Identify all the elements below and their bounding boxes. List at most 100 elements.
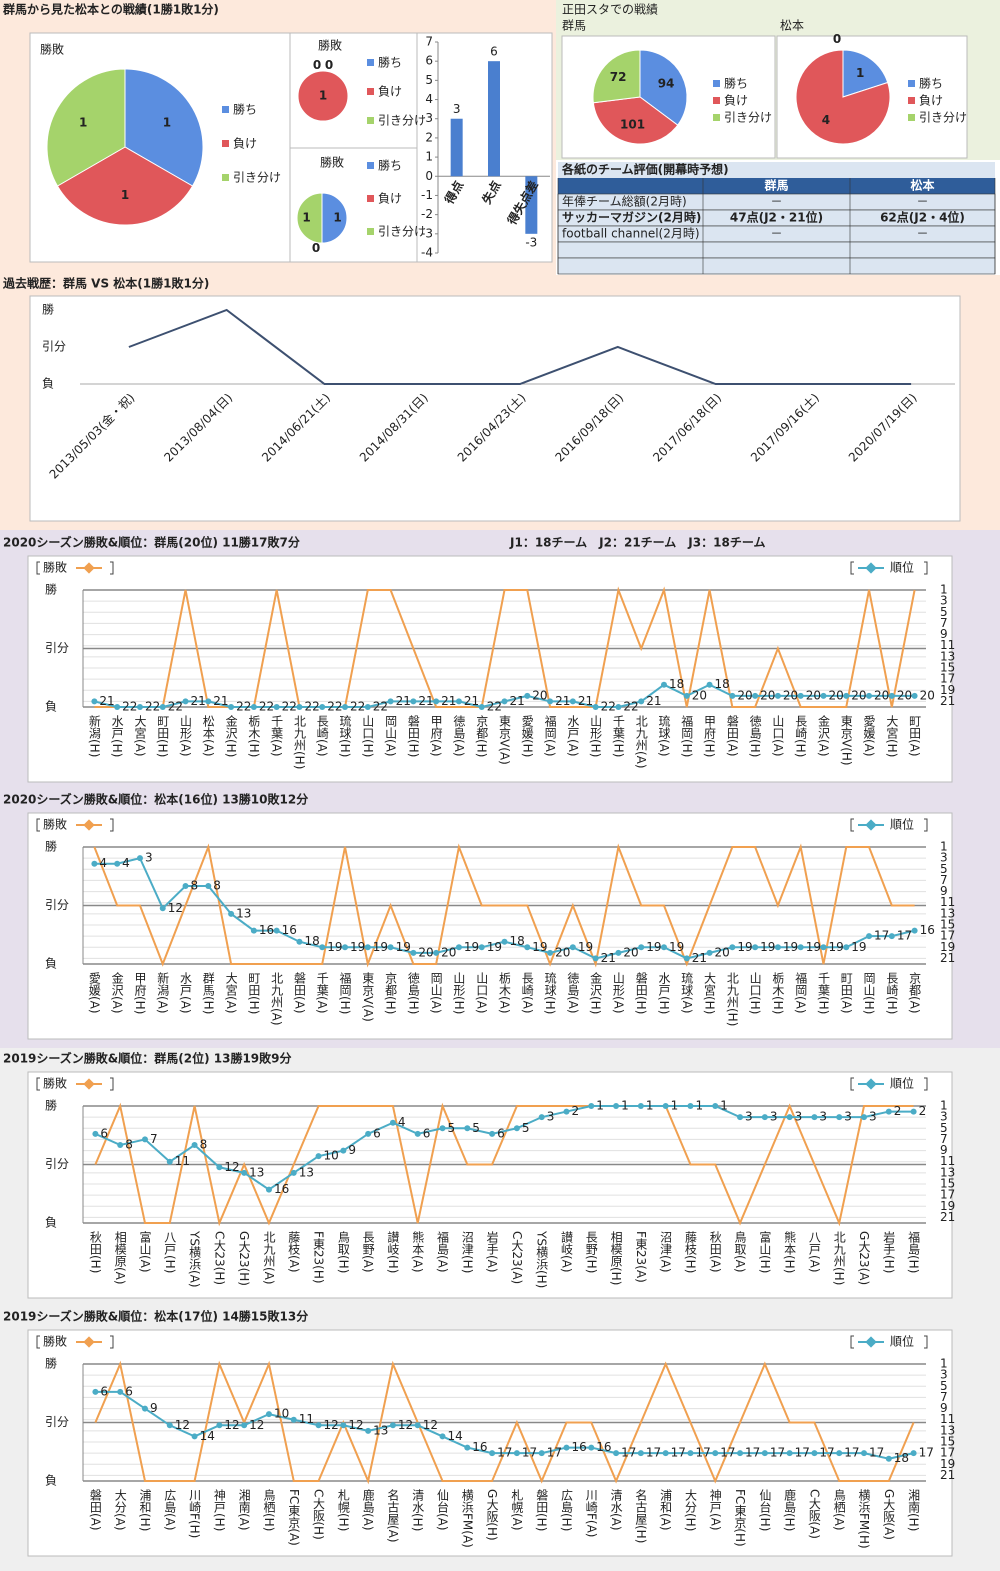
- point: [273, 927, 280, 934]
- data-label: 6: [490, 45, 498, 59]
- annotation: J1：18チーム J2：21チーム J3：18チーム: [509, 536, 765, 550]
- x-tick-label: 磐田(A): [725, 715, 739, 757]
- data-label: 101: [620, 118, 645, 132]
- x-tick-label: 山口(H): [748, 972, 762, 1015]
- x-tick-label: 金沢(A): [110, 971, 124, 1014]
- data-label: 21: [510, 694, 525, 708]
- y2-tick-label: 3: [940, 594, 948, 608]
- data-label: 0: [313, 58, 321, 72]
- x-tick-label: 八戸(A): [807, 1231, 821, 1273]
- legend-label: 勝ち: [378, 158, 402, 173]
- point: [638, 698, 645, 705]
- legend-label: 引き分け: [919, 111, 967, 125]
- chart-box: [27, 1329, 953, 1557]
- x-tick-label: 千葉(H): [611, 715, 625, 758]
- y2-tick-label: 1: [940, 1099, 948, 1113]
- data-label: 1: [333, 211, 341, 225]
- x-tick-label: 磐田(A): [292, 972, 306, 1014]
- point: [683, 955, 690, 962]
- point: [216, 1422, 223, 1429]
- data-label: 22: [373, 700, 388, 714]
- legend-swatch: [83, 1336, 95, 1348]
- y2-tick-label: 9: [940, 884, 948, 898]
- data-label: 22: [304, 700, 319, 714]
- point: [241, 1422, 248, 1429]
- point: [660, 681, 667, 688]
- x-tick-label: 水戸(H): [657, 972, 671, 1015]
- point: [811, 1450, 818, 1457]
- data-label: 18: [715, 677, 730, 691]
- pie-slice: [296, 192, 323, 244]
- legend-swatch: [713, 97, 720, 104]
- data-label: 5: [472, 1121, 480, 1135]
- y-tick-label: 引分: [42, 340, 66, 354]
- y2-tick-label: 17: [940, 672, 955, 686]
- data-label: 17: [547, 1446, 562, 1460]
- x-tick-label: 愛媛(A): [87, 972, 101, 1014]
- point: [588, 1444, 595, 1451]
- x-tick-label: 群馬(H): [201, 972, 215, 1015]
- point: [319, 704, 326, 710]
- x-tick-label: 山口(A): [475, 972, 489, 1014]
- x-tick-label: YS横浜(A): [188, 1230, 202, 1288]
- y-tick-label: -1: [421, 188, 433, 202]
- data-label: 20: [623, 945, 638, 959]
- x-tick-label: 大宮(A): [224, 972, 238, 1014]
- data-label: 19: [783, 940, 798, 954]
- legend-swatch: [367, 228, 374, 235]
- x-tick-label: 長崎(A): [520, 972, 534, 1014]
- pie-slice: [321, 192, 348, 244]
- x-tick-label: YS横浜(H): [535, 1230, 549, 1288]
- data-label: 12: [224, 1160, 239, 1174]
- y-tick-label: 7: [425, 35, 433, 49]
- data-label: 20: [783, 688, 798, 702]
- x-tick-label: 横浜FM(H): [857, 1489, 871, 1549]
- x-tick-label: 大宮(A): [133, 715, 147, 757]
- y2-tick-label: 17: [940, 1188, 955, 1202]
- point: [166, 1422, 173, 1429]
- x-tick-label: 東京V(A): [361, 972, 375, 1022]
- x-tick-label: 湘南(H): [907, 1488, 921, 1532]
- x-tick-label: 藤枝(A): [287, 1231, 301, 1273]
- legend-label: 勝敗: [43, 1076, 67, 1091]
- point: [911, 692, 918, 699]
- data-label: 17: [671, 1446, 686, 1460]
- point: [547, 949, 554, 956]
- point: [205, 883, 212, 889]
- point: [117, 1142, 124, 1148]
- data-label: 17: [621, 1446, 636, 1460]
- pie-slice: [592, 49, 641, 104]
- data-label: 21: [578, 694, 593, 708]
- table-cell: サッカーマガジン(2月時): [562, 210, 701, 225]
- chart-title: 2019シーズン勝敗&順位：群馬(2位) 13勝19敗9分: [3, 1051, 292, 1066]
- section-title: 正田スタでの戦績: [562, 3, 658, 17]
- data-label: 19: [578, 940, 593, 954]
- data-label: 14: [448, 1429, 463, 1443]
- series-line: [93, 843, 915, 968]
- x-tick-label: 磐田(H): [406, 715, 420, 758]
- point: [265, 1186, 272, 1193]
- x-tick-label: 琉球(H): [338, 715, 352, 758]
- y2-tick-label: 7: [940, 616, 948, 630]
- data-label: 21: [418, 694, 433, 708]
- data-label: 21: [692, 951, 707, 965]
- point: [340, 1422, 347, 1429]
- x-tick-label: 富山(A): [138, 1230, 152, 1273]
- point: [752, 692, 759, 699]
- data-label: 22: [623, 700, 638, 714]
- x-tick-label: F東23(H): [312, 1231, 326, 1284]
- point: [410, 698, 417, 705]
- point: [888, 933, 895, 940]
- data-label: 3: [819, 1110, 827, 1124]
- data-label: 20: [851, 688, 866, 702]
- point: [319, 944, 326, 951]
- data-label: 20: [760, 688, 775, 702]
- point: [885, 1108, 892, 1115]
- point: [662, 1450, 669, 1457]
- y2-tick-label: 7: [940, 873, 948, 887]
- data-label: 6: [100, 1384, 108, 1398]
- x-tick-label: 長野(A): [361, 1231, 375, 1273]
- data-label: 6: [497, 1126, 505, 1140]
- data-label: 12: [423, 1418, 438, 1432]
- series-line: [94, 1105, 914, 1191]
